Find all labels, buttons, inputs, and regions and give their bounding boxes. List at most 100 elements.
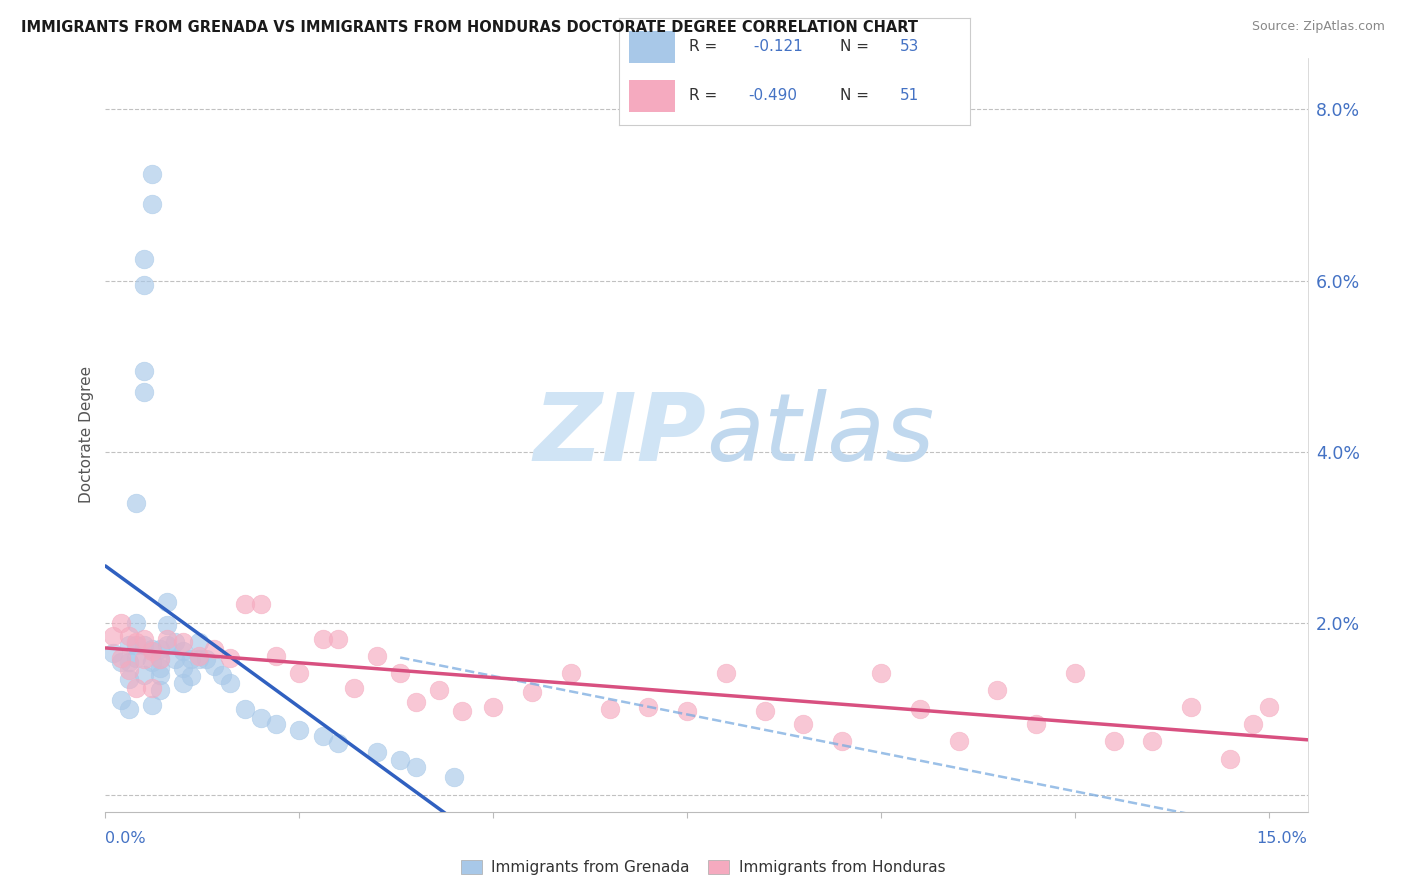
- Point: [233, 702, 256, 716]
- Point: [187, 648, 209, 663]
- Point: [134, 638, 156, 652]
- Point: [264, 648, 287, 663]
- Point: [149, 642, 172, 657]
- Point: [195, 652, 218, 666]
- Point: [233, 598, 256, 612]
- Text: -0.490: -0.490: [748, 88, 797, 103]
- Point: [264, 717, 287, 731]
- Point: [288, 665, 311, 680]
- Point: [125, 638, 148, 652]
- Point: [482, 700, 505, 714]
- Text: Source: ZipAtlas.com: Source: ZipAtlas.com: [1251, 20, 1385, 33]
- Text: N =: N =: [839, 39, 875, 54]
- Point: [202, 642, 225, 657]
- Point: [156, 595, 179, 609]
- Point: [1241, 717, 1264, 731]
- Text: 53: 53: [900, 39, 920, 54]
- Point: [125, 496, 148, 510]
- Point: [141, 655, 163, 669]
- Point: [125, 681, 148, 695]
- Point: [172, 661, 194, 675]
- Point: [405, 760, 427, 774]
- Y-axis label: Doctorate Degree: Doctorate Degree: [79, 367, 94, 503]
- Point: [311, 730, 333, 744]
- Point: [443, 771, 465, 785]
- Point: [103, 629, 125, 643]
- Point: [1180, 700, 1202, 714]
- Point: [326, 632, 349, 646]
- Text: -0.121: -0.121: [748, 39, 803, 54]
- Point: [134, 363, 156, 377]
- Point: [211, 667, 233, 681]
- Point: [110, 693, 132, 707]
- Point: [326, 736, 349, 750]
- Point: [311, 632, 333, 646]
- Point: [172, 635, 194, 649]
- Point: [134, 277, 156, 292]
- Point: [343, 681, 366, 695]
- Point: [187, 652, 209, 666]
- Text: R =: R =: [689, 88, 723, 103]
- Point: [792, 717, 814, 731]
- Point: [141, 196, 163, 211]
- Point: [366, 745, 388, 759]
- Point: [149, 652, 172, 666]
- Point: [599, 702, 621, 716]
- Point: [125, 650, 148, 665]
- Point: [141, 698, 163, 712]
- Point: [110, 655, 132, 669]
- Text: 15.0%: 15.0%: [1257, 830, 1308, 846]
- Point: [118, 629, 141, 643]
- Point: [118, 638, 141, 652]
- Point: [218, 676, 240, 690]
- Point: [520, 685, 543, 699]
- Point: [149, 661, 172, 675]
- Point: [249, 598, 271, 612]
- FancyBboxPatch shape: [630, 30, 675, 62]
- Point: [172, 676, 194, 690]
- Point: [948, 734, 970, 748]
- Point: [986, 683, 1008, 698]
- Point: [1025, 717, 1047, 731]
- Text: 0.0%: 0.0%: [105, 830, 146, 846]
- Legend: Immigrants from Grenada, Immigrants from Honduras: Immigrants from Grenada, Immigrants from…: [456, 855, 950, 880]
- Point: [218, 650, 240, 665]
- Point: [1064, 665, 1087, 680]
- Point: [451, 704, 474, 718]
- Point: [1257, 700, 1279, 714]
- Point: [754, 704, 776, 718]
- Point: [156, 638, 179, 652]
- Point: [125, 616, 148, 631]
- Point: [118, 672, 141, 686]
- Text: IMMIGRANTS FROM GRENADA VS IMMIGRANTS FROM HONDURAS DOCTORATE DEGREE CORRELATION: IMMIGRANTS FROM GRENADA VS IMMIGRANTS FR…: [21, 20, 918, 35]
- Point: [103, 646, 125, 660]
- Point: [405, 695, 427, 709]
- Point: [180, 669, 202, 683]
- Point: [156, 618, 179, 632]
- Point: [908, 702, 931, 716]
- Point: [141, 642, 163, 657]
- Point: [134, 632, 156, 646]
- Point: [288, 723, 311, 738]
- Text: atlas: atlas: [707, 389, 935, 481]
- Point: [118, 664, 141, 678]
- Point: [831, 734, 853, 748]
- Point: [118, 702, 141, 716]
- Text: N =: N =: [839, 88, 875, 103]
- Point: [427, 683, 450, 698]
- Point: [134, 252, 156, 267]
- Point: [389, 665, 412, 680]
- Text: R =: R =: [689, 39, 723, 54]
- Point: [366, 648, 388, 663]
- Point: [1102, 734, 1125, 748]
- Point: [110, 650, 132, 665]
- Point: [1142, 734, 1164, 748]
- Point: [165, 652, 187, 666]
- Point: [714, 665, 737, 680]
- Point: [560, 665, 582, 680]
- Text: 51: 51: [900, 88, 920, 103]
- Point: [149, 652, 172, 666]
- Point: [172, 643, 194, 657]
- Point: [202, 659, 225, 673]
- Point: [637, 700, 659, 714]
